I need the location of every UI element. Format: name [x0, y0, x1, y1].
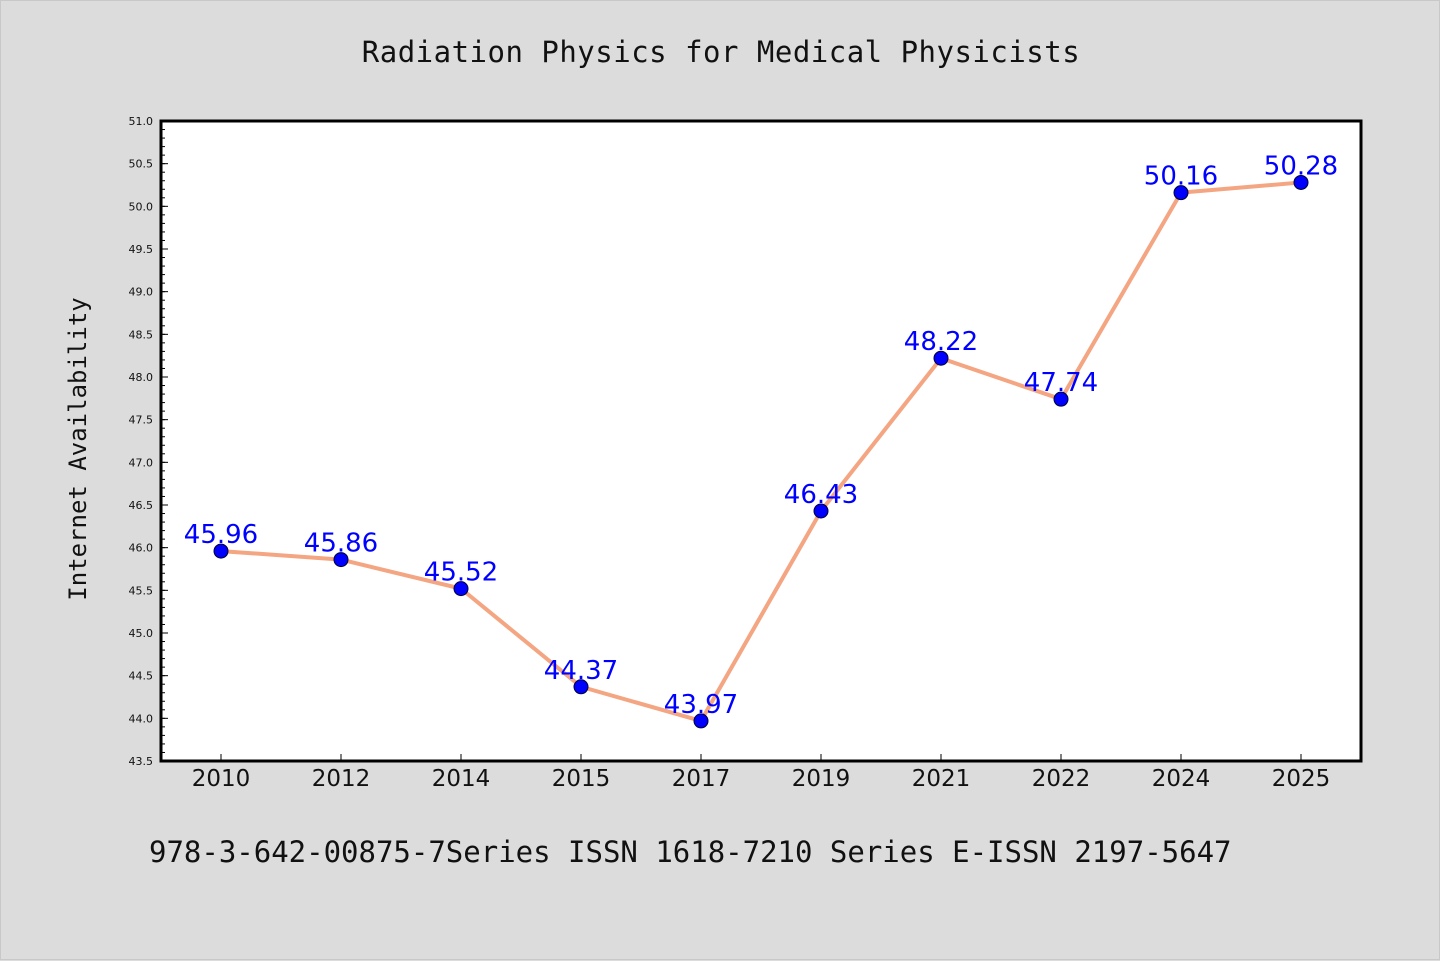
x-tick-label: 2022 [1032, 766, 1091, 792]
series-line [219, 180, 1303, 723]
y-tick-label: 49.0 [129, 286, 154, 299]
x-tick-label: 2014 [432, 766, 491, 792]
y-tick-label: 50.5 [129, 158, 154, 171]
plot-frame [159, 119, 1363, 763]
data-label: 46.43 [784, 480, 858, 510]
y-tick-label: 48.5 [129, 328, 154, 341]
data-point [573, 679, 589, 695]
y-tick-label: 46.5 [129, 499, 154, 512]
data-label: 45.86 [304, 529, 378, 559]
x-tick-label: 2017 [672, 766, 731, 792]
y-tick-label: 44.5 [129, 670, 154, 683]
data-label: 47.74 [1024, 368, 1098, 398]
x-tick-label: 2024 [1152, 766, 1211, 792]
data-label: 45.96 [184, 520, 258, 550]
data-label: 50.16 [1144, 162, 1218, 192]
y-tick-label: 45.0 [129, 627, 154, 640]
y-tick-label: 48.0 [129, 371, 154, 384]
y-tick-label: 49.5 [129, 243, 154, 256]
plot-area [161, 121, 1361, 761]
data-point [453, 581, 469, 597]
x-tick-label: 2012 [312, 766, 371, 792]
series-layer [213, 174, 1309, 729]
chart-title: Radiation Physics for Medical Physicists [361, 35, 1081, 69]
y-tick-label: 47.0 [129, 456, 154, 469]
x-tick-label: 2021 [912, 766, 971, 792]
y-axis: 43.5 44.0 44.5 45.0 45.5 46.0 46.5 47.0 47.5 48.0… [129, 115, 168, 768]
y-tick-label: 46.0 [129, 542, 154, 555]
y-tick-label: 50.0 [129, 200, 154, 213]
data-point [933, 350, 949, 366]
data-point [693, 713, 709, 729]
data-point [1293, 174, 1309, 190]
x-tick-label: 2010 [192, 766, 251, 792]
data-point [813, 503, 829, 519]
data-label: 50.28 [1264, 151, 1338, 181]
data-point [333, 552, 349, 568]
footer-text: 978-3-642-00875-7Series ISSN 1618-7210 S… [149, 835, 1232, 869]
data-label: 44.37 [544, 656, 618, 686]
data-point [1053, 391, 1069, 407]
y-tick-label: 45.5 [129, 584, 154, 597]
plot-background [161, 121, 1361, 761]
y-tick-label: 44.0 [129, 712, 154, 725]
y-tick-label: 47.5 [129, 414, 154, 427]
data-label: 45.52 [424, 558, 498, 588]
data-point [213, 543, 229, 559]
x-tick-label: 2015 [552, 766, 611, 792]
x-tick-label: 2019 [792, 766, 851, 792]
y-tick-label: 51.0 [129, 115, 154, 128]
data-label: 43.97 [664, 690, 738, 720]
y-tick-label: 43.5 [129, 755, 154, 768]
x-tick-label: 2025 [1272, 766, 1331, 792]
data-label-layer: 45.96 45.86 45.52 44.37 43.97 46.43 48.22 47.74… [184, 151, 1338, 719]
data-point [1173, 185, 1189, 201]
data-label: 48.22 [904, 327, 978, 357]
